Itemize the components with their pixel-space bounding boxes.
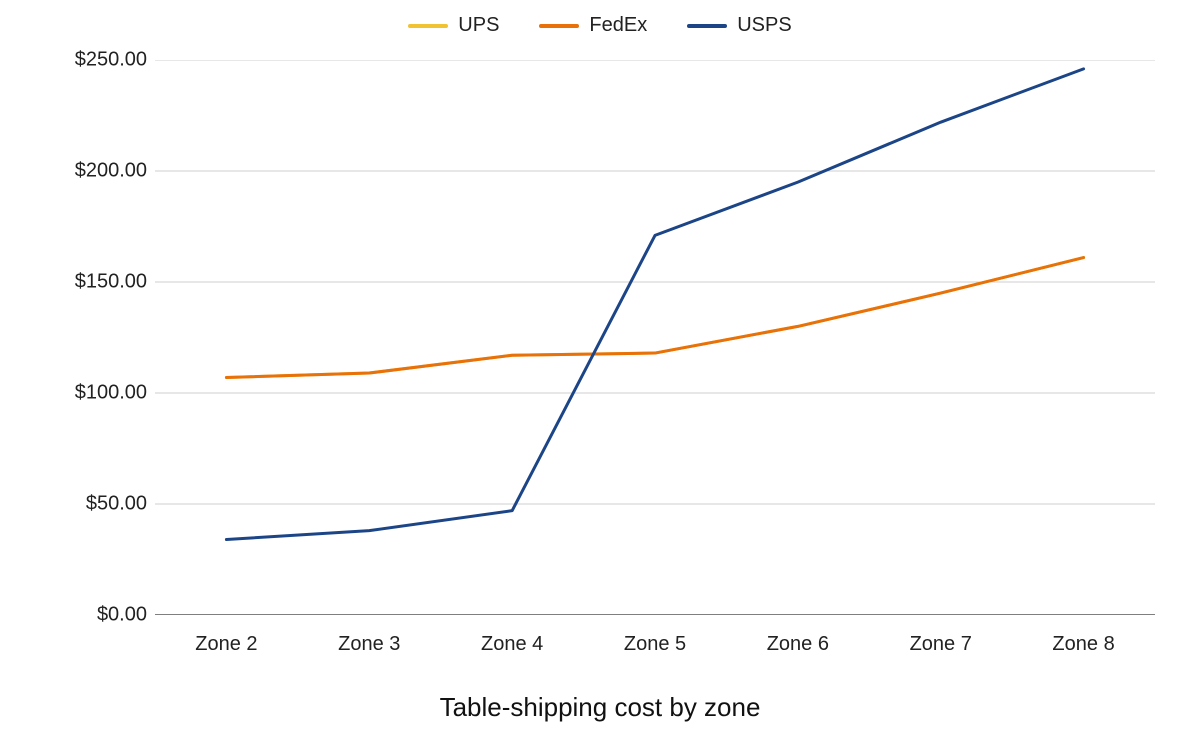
x-tick-label: Zone 4 (481, 633, 543, 656)
legend-item: FedEx (539, 14, 647, 37)
legend: UPS FedEx USPS (0, 14, 1200, 37)
legend-label: UPS (458, 14, 499, 37)
y-tick-label: $0.00 (97, 604, 147, 627)
chart-title: Table-shipping cost by zone (0, 692, 1200, 723)
legend-swatch (539, 24, 579, 28)
y-tick-label: $150.00 (75, 271, 147, 294)
y-tick-label: $50.00 (86, 493, 147, 516)
x-tick-label: Zone 6 (767, 633, 829, 656)
x-tick-label: Zone 7 (910, 633, 972, 656)
legend-label: FedEx (589, 14, 647, 37)
plot-area (155, 60, 1155, 615)
x-tick-label: Zone 2 (195, 633, 257, 656)
legend-item: USPS (687, 14, 791, 37)
legend-swatch (687, 24, 727, 28)
x-tick-label: Zone 8 (1052, 633, 1114, 656)
legend-swatch (408, 24, 448, 28)
x-tick-label: Zone 5 (624, 633, 686, 656)
legend-item: UPS (408, 14, 499, 37)
legend-label: USPS (737, 14, 791, 37)
y-tick-label: $200.00 (75, 160, 147, 183)
y-tick-label: $100.00 (75, 382, 147, 405)
chart-container: UPS FedEx USPS $0.00 $50.00 $100.00 $150.00 $2… (0, 0, 1200, 742)
y-tick-label: $250.00 (75, 49, 147, 72)
x-tick-label: Zone 3 (338, 633, 400, 656)
